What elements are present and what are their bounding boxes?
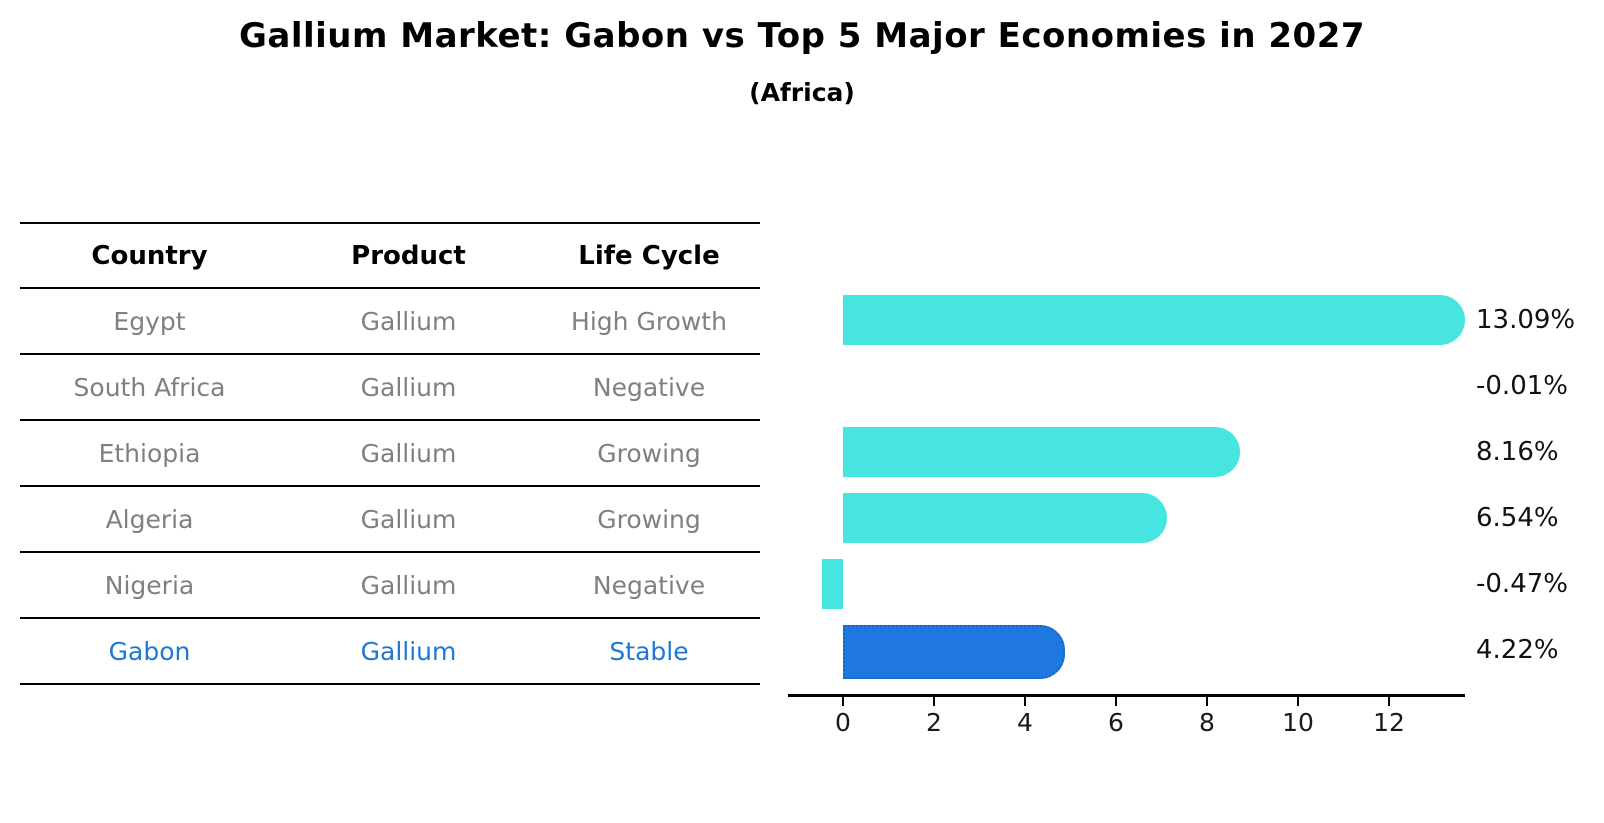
table-cell-algeria-life-cycle: Growing — [597, 504, 701, 534]
table-cell-nigeria-country: Nigeria — [104, 570, 195, 600]
table-cell-algeria-country: Algeria — [105, 504, 194, 534]
table-cell-nigeria-product: Gallium — [360, 570, 457, 600]
x-tick-mark-10 — [1297, 696, 1299, 706]
bar-ethiopia — [843, 427, 1241, 477]
bar-nigeria — [821, 559, 843, 609]
country-table: Country Product Life Cycle Egypt Gallium Hig… — [20, 222, 760, 685]
x-tick-label-10: 10 — [1282, 708, 1314, 737]
x-tick-label-12: 12 — [1373, 708, 1405, 737]
x-tick-mark-12 — [1388, 696, 1390, 706]
x-tick-mark-6 — [1115, 696, 1117, 706]
x-tick-label-6: 6 — [1108, 708, 1124, 737]
x-tick-label-2: 2 — [926, 708, 942, 737]
table-cell-algeria-product: Gallium — [360, 504, 457, 534]
table-cell-south-africa-country: South Africa — [73, 372, 226, 402]
table-cell-gabon-country: Gabon — [108, 636, 191, 666]
value-label-nigeria: -0.47% — [1476, 569, 1568, 599]
table-header-cell-country: Country — [91, 240, 208, 271]
table-row-ethiopia: Ethiopia Gallium Growing — [20, 421, 760, 487]
table-body: Egypt Gallium High Growth South Africa Galli… — [20, 289, 760, 685]
x-tick-mark-2 — [933, 696, 935, 706]
table-cell-ethiopia-life-cycle: Growing — [597, 438, 701, 468]
value-label-egypt: 13.09% — [1476, 305, 1576, 335]
table-header-row: Country Product Life Cycle — [20, 222, 760, 289]
table-cell-nigeria-life-cycle: Negative — [592, 570, 706, 600]
x-tick-label-8: 8 — [1199, 708, 1215, 737]
value-label-gabon: 4.22% — [1476, 635, 1559, 665]
table-cell-south-africa-product: Gallium — [360, 372, 457, 402]
table-cell-egypt-product: Gallium — [360, 306, 457, 336]
table-header-cell-product: Product — [351, 240, 466, 271]
table-row-south-africa: South Africa Gallium Negative — [20, 355, 760, 421]
bar-egypt — [843, 295, 1465, 345]
table-row-gabon: Gabon Gallium Stable — [20, 619, 760, 685]
x-tick-mark-4 — [1024, 696, 1026, 706]
bar-algeria — [843, 493, 1167, 543]
table-cell-ethiopia-product: Gallium — [360, 438, 457, 468]
table-cell-ethiopia-country: Ethiopia — [98, 438, 201, 468]
table-cell-gabon-life-cycle: Stable — [609, 636, 689, 666]
chart-title: Gallium Market: Gabon vs Top 5 Major Eco… — [238, 16, 1366, 56]
table-cell-gabon-product: Gallium — [360, 636, 457, 666]
x-tick-mark-8 — [1206, 696, 1208, 706]
x-tick-label-4: 4 — [1017, 708, 1033, 737]
x-tick-mark-0 — [842, 696, 844, 706]
table-header-cell-life-cycle: Life Cycle — [578, 240, 720, 271]
chart-subtitle: (Africa) — [749, 78, 855, 107]
value-label-algeria: 6.54% — [1476, 503, 1559, 533]
value-label-south-africa: -0.01% — [1476, 371, 1568, 401]
x-tick-label-0: 0 — [835, 708, 851, 737]
table-row-nigeria: Nigeria Gallium Negative — [20, 553, 760, 619]
table-row-egypt: Egypt Gallium High Growth — [20, 289, 760, 355]
x-axis — [788, 694, 1465, 697]
bar-gabon — [843, 625, 1065, 679]
table-cell-egypt-country: Egypt — [113, 306, 186, 336]
table-cell-south-africa-life-cycle: Negative — [592, 372, 706, 402]
value-label-ethiopia: 8.16% — [1476, 437, 1559, 467]
table-cell-egypt-life-cycle: High Growth — [571, 306, 727, 336]
table-row-algeria: Algeria Gallium Growing — [20, 487, 760, 553]
